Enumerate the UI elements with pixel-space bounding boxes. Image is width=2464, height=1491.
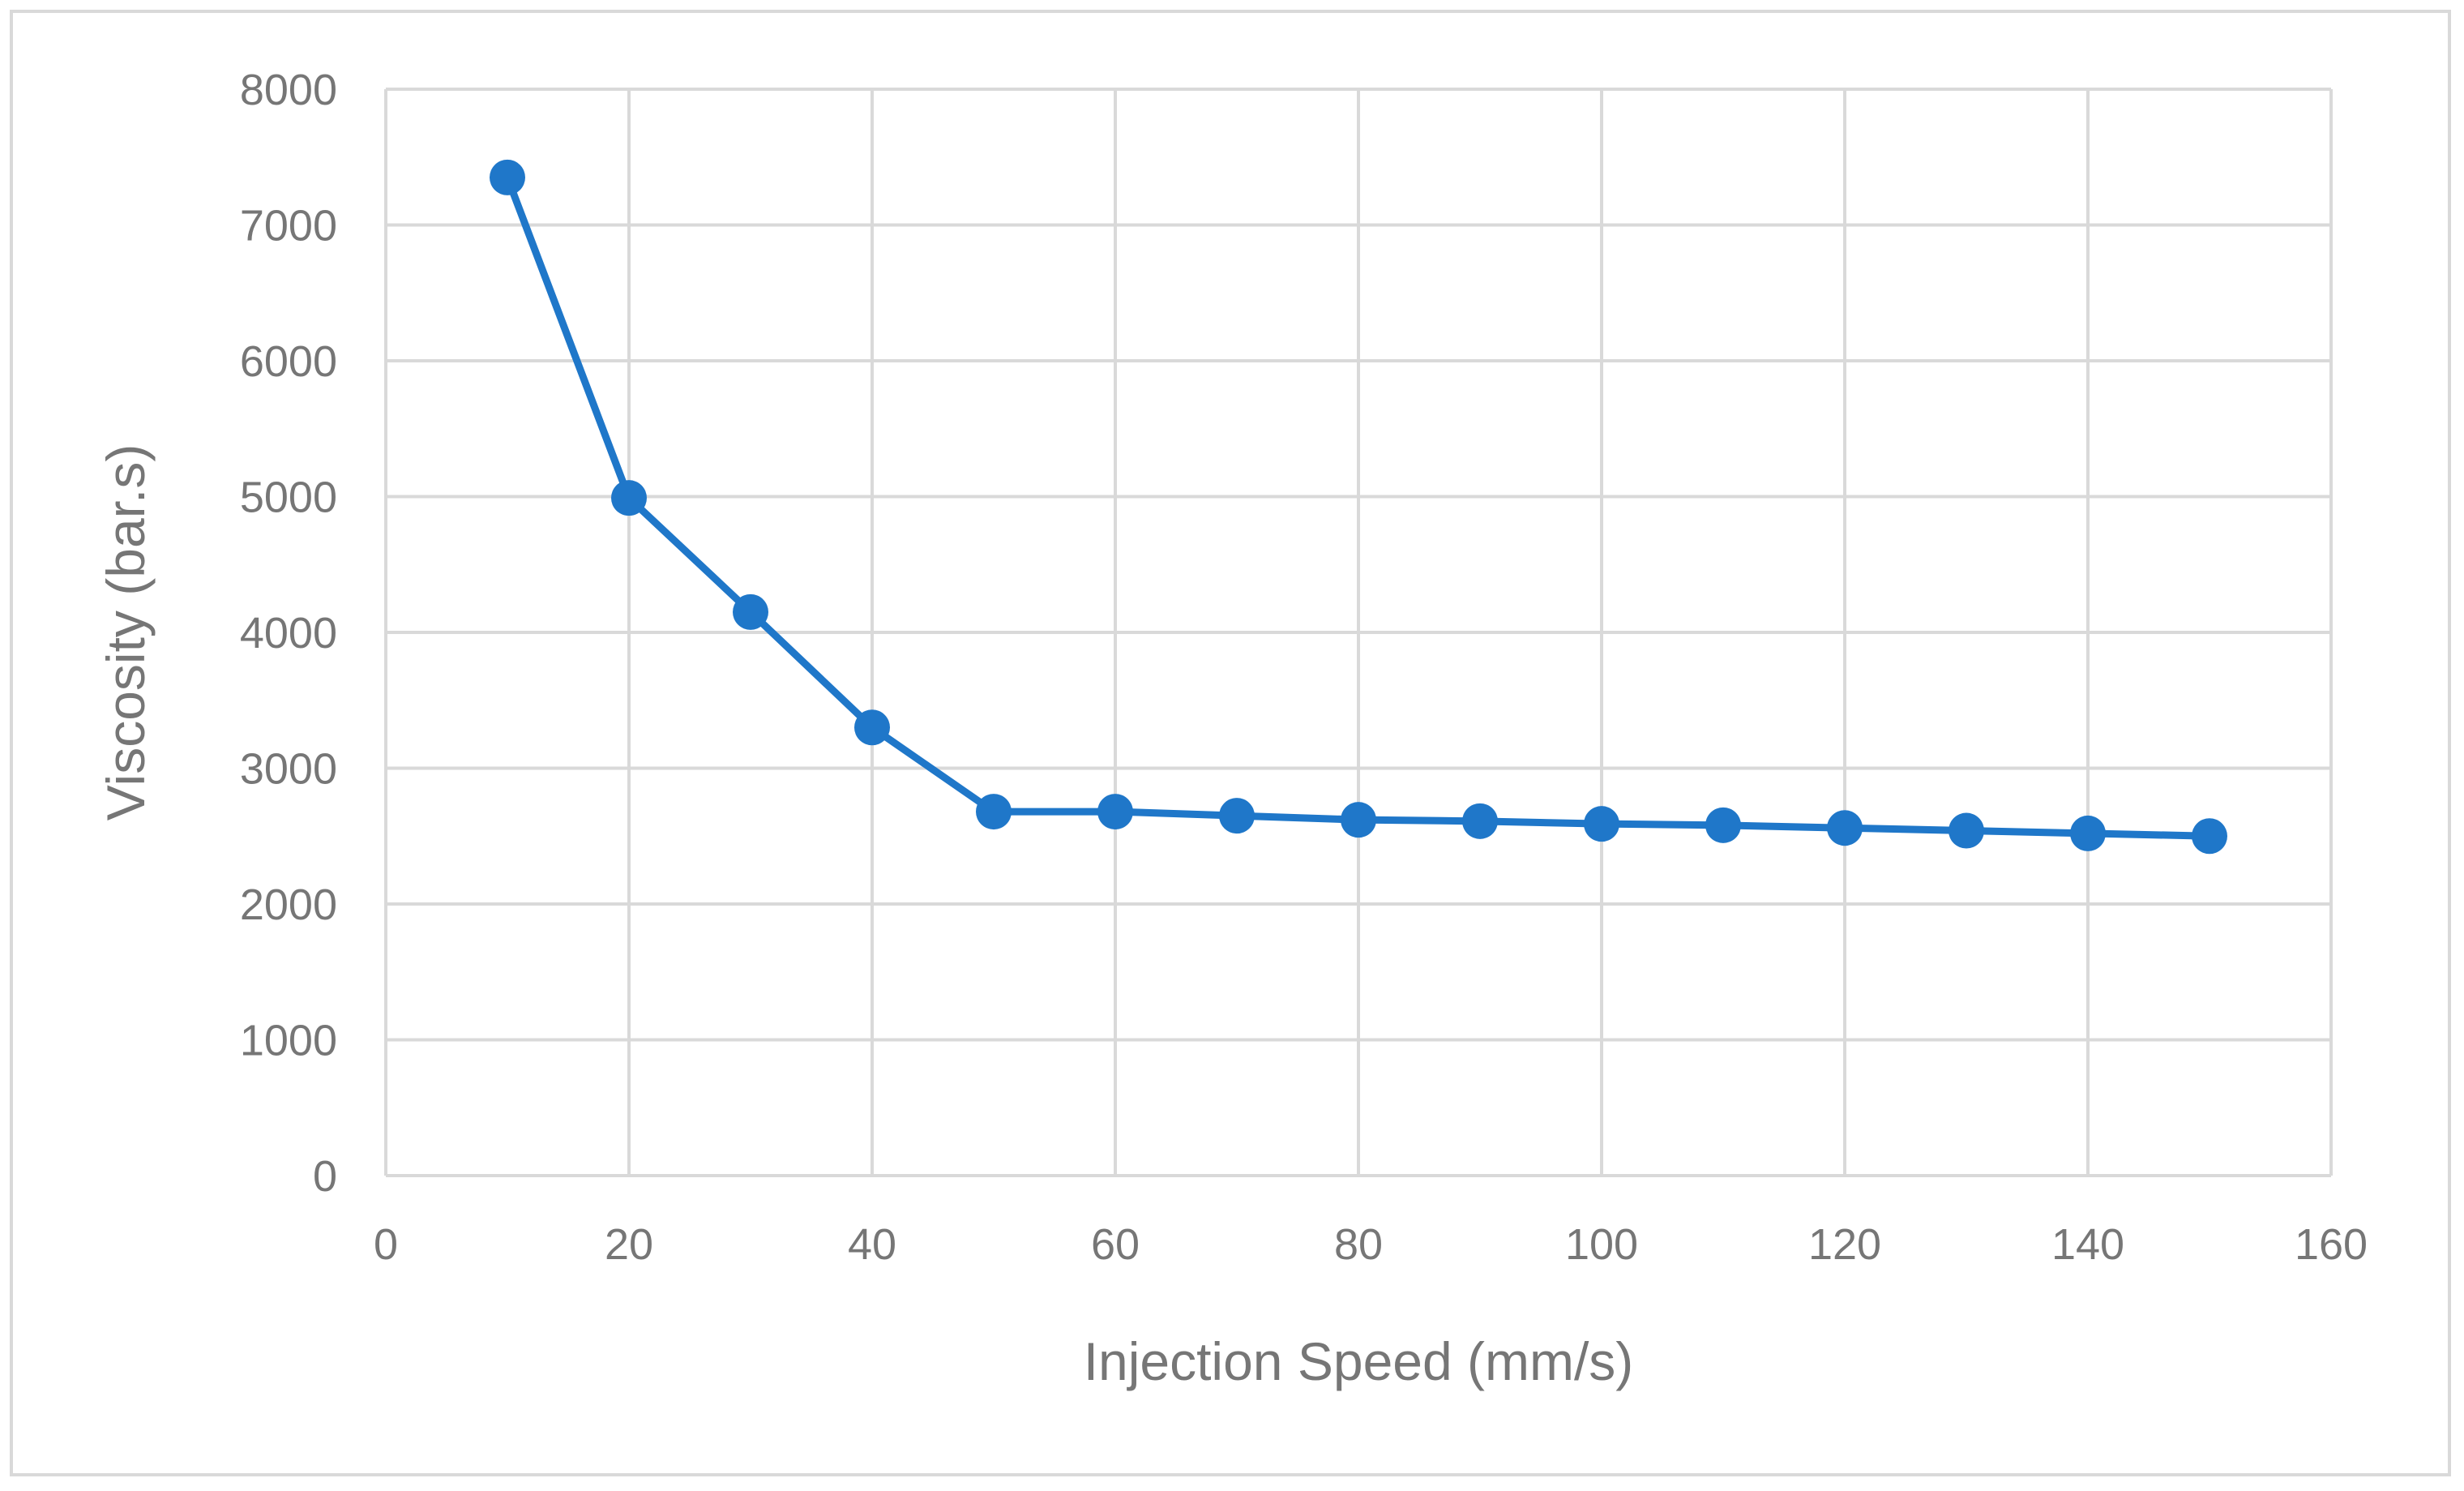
y-tick-label: 1000 <box>240 1017 337 1065</box>
x-tick-label: 140 <box>2051 1220 2124 1269</box>
y-tick-label: 7000 <box>240 202 337 251</box>
y-tick-label: 3000 <box>240 745 337 794</box>
x-tick-label: 160 <box>2295 1220 2368 1269</box>
data-point <box>1097 794 1133 830</box>
data-point <box>1584 806 1619 842</box>
x-tick-label: 0 <box>374 1220 398 1269</box>
data-point <box>1827 810 1863 846</box>
x-tick-label: 120 <box>1808 1220 1881 1269</box>
x-tick-label: 40 <box>848 1220 896 1269</box>
y-tick-label: 6000 <box>240 337 337 386</box>
series <box>490 159 2227 855</box>
data-point <box>1341 802 1376 838</box>
y-tick-label: 8000 <box>240 66 337 114</box>
data-point <box>733 593 768 630</box>
y-tick-label: 5000 <box>240 473 337 522</box>
data-point <box>976 794 1012 830</box>
x-tick-label: 80 <box>1334 1220 1383 1269</box>
data-point <box>1705 807 1741 843</box>
x-tick-label: 20 <box>605 1220 653 1269</box>
data-point <box>1949 812 1984 849</box>
data-point <box>2192 818 2227 855</box>
data-point <box>1462 803 1498 839</box>
data-point <box>490 159 525 195</box>
chart-frame: 0 1000 2000 3000 4000 5000 6000 7000 8000 0 20 40 60… <box>10 10 2451 1476</box>
y-tick-label: 0 <box>313 1152 337 1201</box>
x-tick-label: 100 <box>1565 1220 1638 1269</box>
grid <box>386 88 2333 1176</box>
data-point <box>611 480 647 516</box>
y-axis-title: Viscosity (bar.s) <box>96 444 156 821</box>
data-point <box>1219 798 1255 834</box>
axes <box>384 89 2331 1177</box>
data-point <box>2070 815 2106 851</box>
line-chart: 0 1000 2000 3000 4000 5000 6000 7000 8000 0 20 40 60… <box>96 66 2368 1391</box>
x-tick-label: 60 <box>1091 1220 1140 1269</box>
x-axis-title: Injection Speed (mm/s) <box>1084 1331 1634 1391</box>
tick-labels: 0 1000 2000 3000 4000 5000 6000 7000 8000 0 20 40 60… <box>240 66 2368 1269</box>
y-tick-label: 2000 <box>240 880 337 929</box>
data-point <box>854 709 890 746</box>
y-tick-label: 4000 <box>240 609 337 658</box>
